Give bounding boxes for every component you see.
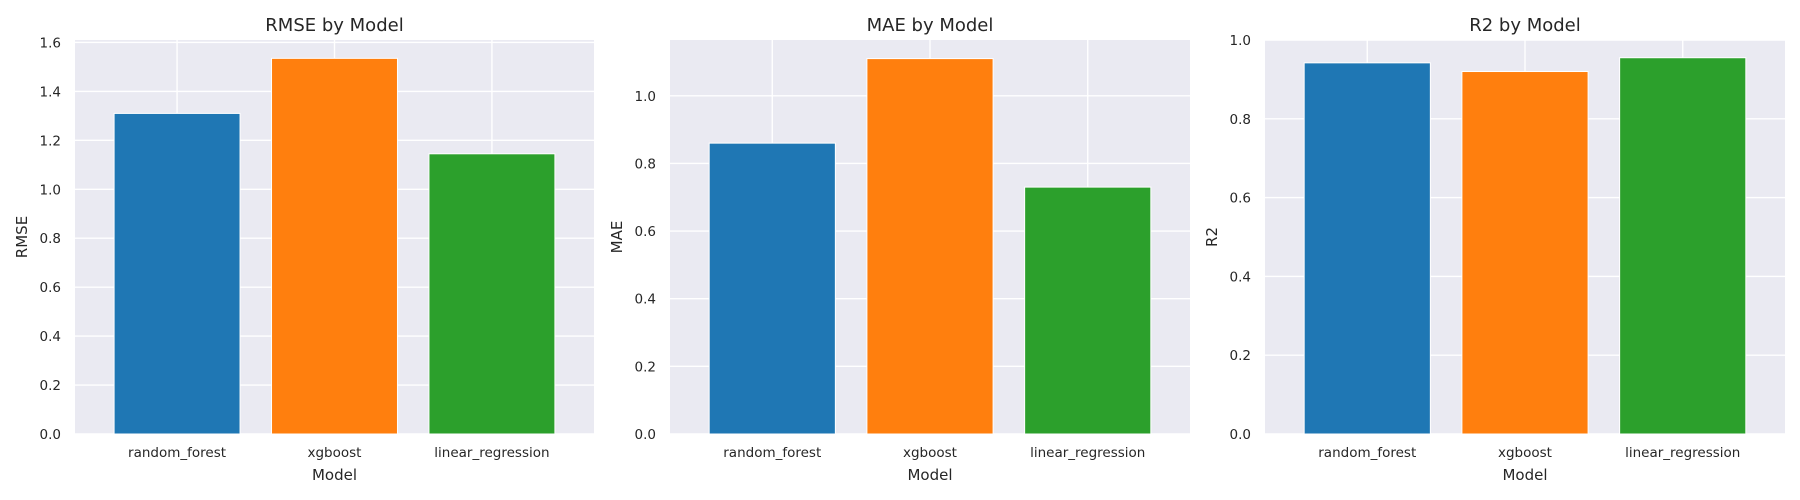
x-axis-label: Model bbox=[1502, 466, 1547, 484]
x-tick-label: linear_regression bbox=[1625, 445, 1740, 461]
x-tick-label: xgboost bbox=[308, 445, 362, 461]
bar-xgboost bbox=[1461, 71, 1589, 435]
x-tick-label: linear_regression bbox=[1030, 445, 1145, 461]
y-tick-label: 0.8 bbox=[40, 231, 61, 247]
y-axis-label: MAE bbox=[608, 221, 626, 254]
chart-title: RMSE by Model bbox=[265, 15, 403, 36]
y-tick-label: 1.6 bbox=[40, 35, 61, 51]
y-axis-label: R2 bbox=[1203, 227, 1221, 247]
x-tick-label: random_forest bbox=[128, 445, 226, 461]
bar-linear_regression bbox=[1024, 186, 1152, 435]
y-tick-label: 0.4 bbox=[40, 329, 61, 345]
y-axis-label: RMSE bbox=[13, 216, 31, 258]
bar-random_forest bbox=[1303, 62, 1431, 435]
y-tick-label: 1.0 bbox=[635, 89, 656, 105]
y-tick-label: 0.2 bbox=[40, 378, 61, 394]
chart-panel-1: 0.0 0.2 0.4 0.6 0.8 1.0 1.2 1.4 1.6 random_forest… bbox=[13, 15, 594, 484]
y-tick-label: 0.0 bbox=[40, 427, 61, 443]
chart-panel-3: 0.0 0.2 0.4 0.6 0.8 1.0 random_forest xgboost li… bbox=[1203, 15, 1785, 484]
x-tick-label: xgboost bbox=[903, 445, 957, 461]
y-tick-label: 0.4 bbox=[1230, 269, 1251, 285]
bar-random_forest bbox=[113, 112, 241, 435]
y-tick-label: 0.2 bbox=[635, 359, 656, 375]
x-tick-label: random_forest bbox=[723, 445, 821, 461]
bar-xgboost bbox=[271, 57, 398, 435]
y-tick-label: 1.4 bbox=[40, 84, 61, 100]
x-axis-label: Model bbox=[907, 466, 952, 484]
y-tick-label: 0.8 bbox=[635, 156, 656, 172]
y-tick-label: 0.0 bbox=[635, 427, 656, 443]
bar-linear_regression bbox=[428, 153, 556, 435]
y-tick-label: 1.0 bbox=[1230, 33, 1251, 49]
y-tick-label: 0.0 bbox=[1230, 427, 1251, 443]
x-tick-label: xgboost bbox=[1498, 445, 1552, 461]
chart-title: R2 by Model bbox=[1469, 15, 1581, 36]
y-tick-label: 1.2 bbox=[40, 133, 61, 149]
y-tick-label: 0.2 bbox=[1230, 348, 1251, 364]
bar-linear_regression bbox=[1619, 57, 1747, 435]
y-tick-label: 0.4 bbox=[635, 292, 656, 308]
chart-panel-2: 0.0 0.2 0.4 0.6 0.8 1.0 random_forest xgboost li… bbox=[608, 15, 1190, 484]
y-tick-label: 0.6 bbox=[40, 280, 61, 296]
x-tick-label: linear_regression bbox=[434, 445, 549, 461]
y-tick-label: 0.6 bbox=[635, 224, 656, 240]
y-tick-label: 0.8 bbox=[1230, 112, 1251, 128]
y-tick-label: 0.6 bbox=[1230, 191, 1251, 207]
x-axis-label: Model bbox=[312, 466, 357, 484]
chart-title: MAE by Model bbox=[867, 15, 994, 36]
y-tick-label: 1.0 bbox=[40, 182, 61, 198]
bar-xgboost bbox=[866, 58, 994, 435]
bar-random_forest bbox=[708, 142, 836, 435]
x-tick-label: random_forest bbox=[1318, 445, 1416, 461]
